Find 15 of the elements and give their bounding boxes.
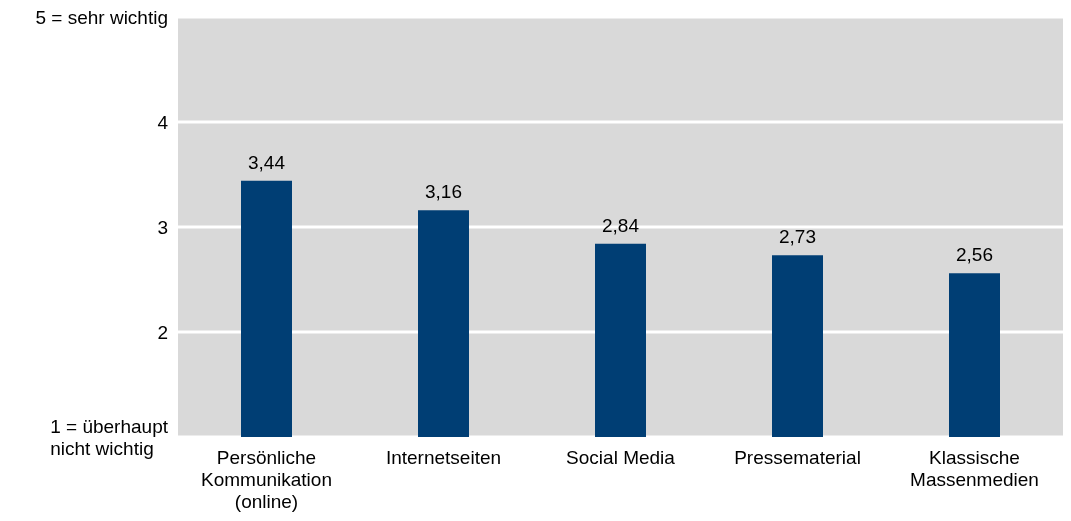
data-label: 2,73 [779,226,816,248]
x-tick-label: Social Media [566,446,676,468]
data-label: 3,44 [248,151,286,173]
data-label: 2,56 [956,244,993,266]
data-label: 2,84 [602,214,640,236]
x-tick-label: Persönliche Kommunikation (online) [201,446,332,512]
y-tick-label: 5 = sehr wichtig [35,6,169,28]
x-tick-label: Klassische Massenmedien [910,446,1039,490]
y-tick-label: 2 [157,321,169,343]
y-tick-label: 3 [157,216,169,238]
x-tick-label: Pressematerial [734,446,861,468]
y-tick-label: 1 = überhaupt nicht wichtig [50,415,169,459]
x-tick-label: Internetseiten [385,446,502,468]
data-label: 3,16 [425,181,462,203]
y-tick-label: 4 [157,111,169,133]
